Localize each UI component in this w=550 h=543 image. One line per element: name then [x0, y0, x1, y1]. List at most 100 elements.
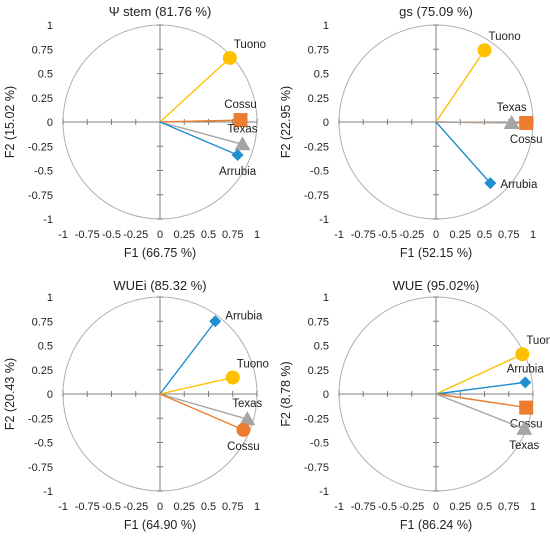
- y-axis-title: F2 (15.02 %): [3, 86, 17, 158]
- point-label: Cossu: [224, 99, 257, 111]
- vector-line: [159, 320, 216, 395]
- y-tick-label: 0: [47, 389, 53, 401]
- vector-texas: Texas: [159, 121, 258, 151]
- point-label: Texas: [509, 440, 539, 452]
- circle-marker: [477, 43, 492, 58]
- point-label: Tuono: [234, 39, 266, 51]
- vector-arrubia: Arrubia: [435, 121, 538, 191]
- triangle-marker: [503, 114, 520, 129]
- plot-area: -1 -0.75 -0.5 -0.25 0 0.25 0.5 0.75 110.750.50.2…: [28, 292, 269, 513]
- y-axis-title: F2 (22.95 %): [279, 86, 293, 158]
- point-label: Arrubia: [219, 166, 257, 178]
- x-axis-title: F1 (52.15 %): [400, 246, 472, 260]
- y-tick-label: 0.75: [32, 316, 53, 328]
- y-tick-label: 0.25: [32, 93, 53, 105]
- x-tick-label: 0.75: [222, 229, 243, 241]
- x-tick-label: -0.25: [123, 501, 148, 513]
- x-tick-label: -0.75: [351, 229, 376, 241]
- y-axis-title: F2 (8.78 %): [279, 361, 293, 426]
- vector-cossu: Cossu: [159, 99, 257, 128]
- panel-title: Ψ stem (81.76 %): [109, 4, 212, 19]
- vector-texas: Texas: [435, 393, 540, 452]
- x-tick-label: 0: [157, 229, 163, 241]
- point-label: Arrubia: [507, 363, 545, 375]
- point-label: Tuono: [526, 335, 550, 347]
- x-tick-label: 0.75: [498, 229, 519, 241]
- x-tick-label: 0.75: [498, 501, 519, 513]
- triangle-marker: [516, 420, 533, 435]
- x-tick-label: -0.5: [102, 501, 121, 513]
- y-tick-label: 0.75: [308, 44, 329, 56]
- vector-texas: Texas: [159, 393, 263, 426]
- y-tick-label: -0.75: [304, 190, 329, 202]
- panel-title: WUEi (85.32 %): [113, 278, 206, 293]
- y-tick-label: 0: [323, 117, 329, 129]
- y-axis-title: F2 (20.43 %): [3, 358, 17, 430]
- vector-line: [435, 393, 527, 409]
- vector-line: [159, 393, 248, 420]
- point-label: Tuono: [237, 359, 269, 371]
- vector-arrubia: Arrubia: [159, 121, 257, 178]
- point-label: Texas: [497, 102, 527, 114]
- x-tick-label: 0.5: [201, 501, 216, 513]
- x-tick-label: -0.75: [351, 501, 376, 513]
- y-tick-label: -0.25: [304, 413, 329, 425]
- y-tick-label: 1: [47, 292, 53, 304]
- y-tick-label: 0.5: [38, 341, 53, 353]
- point-label: Cossu: [227, 441, 260, 453]
- x-tick-label: 0.25: [174, 501, 195, 513]
- y-tick-label: -0.25: [304, 141, 329, 153]
- x-tick-label: 1: [254, 229, 260, 241]
- panel-wue: WUE (95.02%) -1 -0.75 -0.5 -0.25 0 0.25 0.5 0.7…: [279, 278, 550, 532]
- point-label: Arrubia: [225, 310, 263, 322]
- vector-line: [159, 376, 233, 395]
- y-tick-label: 0.25: [32, 365, 53, 377]
- vector-arrubia: Arrubia: [159, 310, 263, 395]
- x-axis-title: F1 (64.90 %): [124, 518, 196, 532]
- y-tick-label: 0.5: [314, 69, 329, 81]
- y-tick-label: -0.75: [304, 462, 329, 474]
- point-label: Tuono: [489, 31, 521, 43]
- y-tick-label: -1: [319, 214, 329, 226]
- vector-line: [159, 57, 231, 123]
- x-tick-label: 0.5: [477, 229, 492, 241]
- y-tick-label: -0.5: [310, 166, 329, 178]
- vector-line: [435, 121, 491, 184]
- x-tick-label: 0: [433, 501, 439, 513]
- vector-tuono: Tuono: [435, 31, 521, 123]
- x-axis-title: F1 (66.75 %): [124, 246, 196, 260]
- x-tick-label: -1: [58, 229, 68, 241]
- x-tick-label: 1: [254, 501, 260, 513]
- vector-line: [435, 121, 512, 124]
- x-tick-label: 1: [530, 501, 536, 513]
- x-tick-label: -1: [334, 501, 344, 513]
- vector-line: [159, 121, 243, 145]
- vector-line: [435, 353, 523, 395]
- point-label: Texas: [227, 123, 257, 135]
- plot-area: -1 -0.75 -0.5 -0.25 0 0.25 0.5 0.75 110.750.50.2…: [304, 20, 543, 241]
- diamond-marker: [484, 177, 497, 190]
- y-tick-label: 0.25: [308, 93, 329, 105]
- square-marker: [519, 115, 534, 130]
- x-tick-label: -1: [58, 501, 68, 513]
- vector-line: [159, 121, 238, 156]
- x-tick-label: -0.75: [75, 501, 100, 513]
- x-tick-label: -0.25: [399, 501, 424, 513]
- x-tick-label: 0.5: [201, 229, 216, 241]
- x-tick-label: 0.5: [477, 501, 492, 513]
- x-tick-label: 0: [157, 501, 163, 513]
- plot-area: -1 -0.75 -0.5 -0.25 0 0.25 0.5 0.75 110.750.50.2…: [28, 20, 266, 241]
- vector-line: [435, 381, 526, 395]
- x-tick-label: 0.25: [174, 229, 195, 241]
- x-tick-label: -0.5: [378, 501, 397, 513]
- x-tick-label: 0.25: [450, 229, 471, 241]
- y-tick-label: -0.5: [34, 438, 53, 450]
- y-tick-label: -0.75: [28, 190, 53, 202]
- y-tick-label: 0.5: [38, 69, 53, 81]
- y-tick-label: -1: [319, 486, 329, 498]
- y-tick-label: 0.75: [308, 316, 329, 328]
- y-tick-label: 1: [323, 20, 329, 32]
- panel-title: gs (75.09 %): [399, 4, 473, 19]
- y-tick-label: -0.25: [28, 413, 53, 425]
- vector-tuono: Tuono: [435, 335, 550, 395]
